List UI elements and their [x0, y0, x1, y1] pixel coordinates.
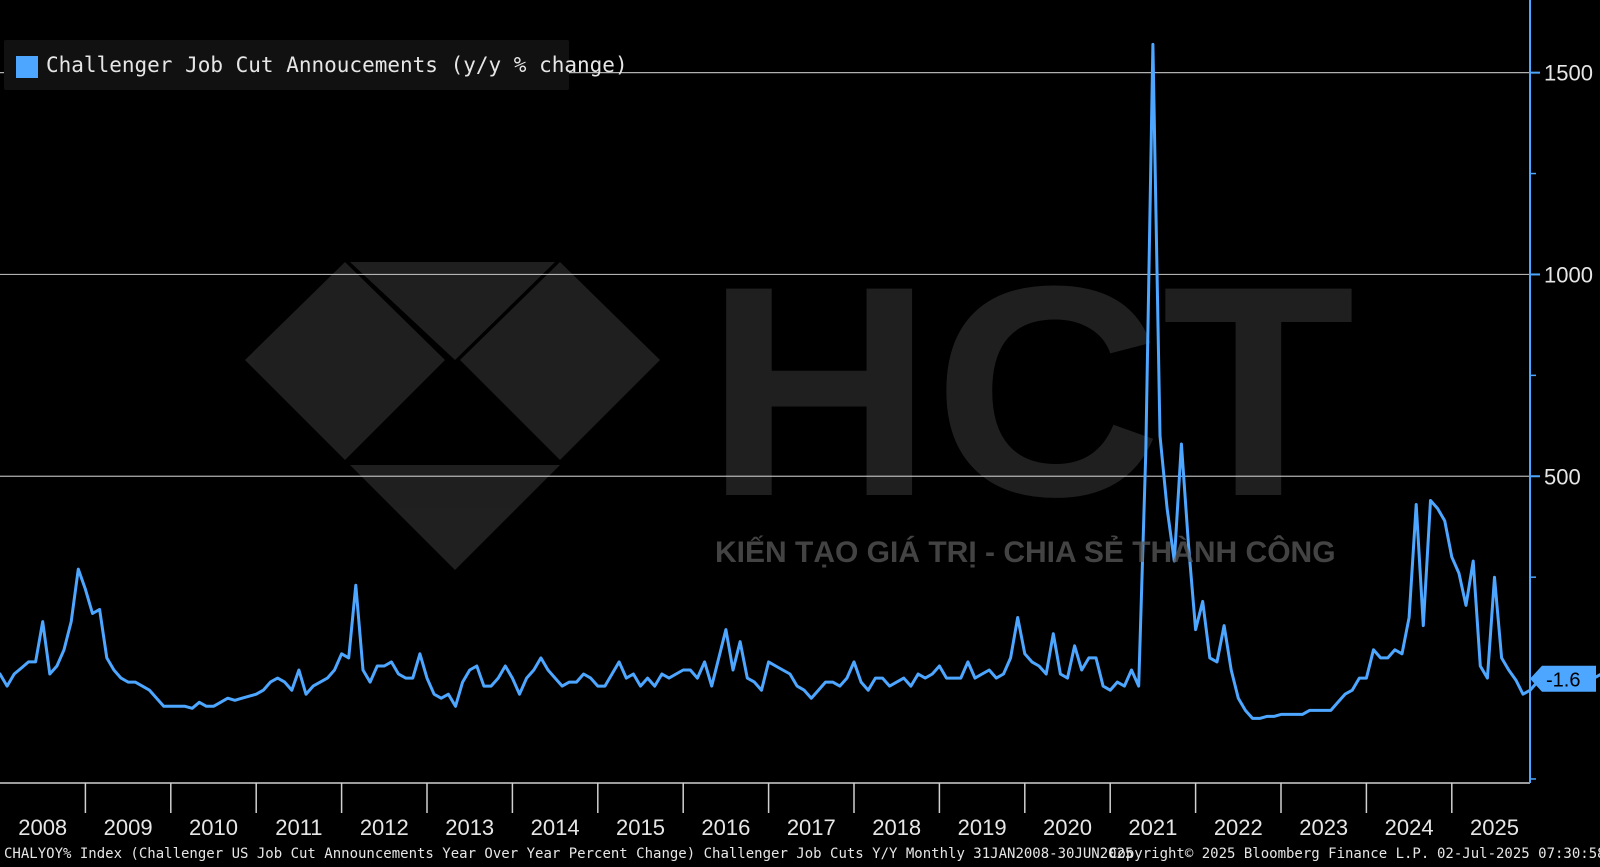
xtick-label-2019: 2019: [958, 815, 1007, 840]
legend-label: Challenger Job Cut Annoucements (y/y % c…: [46, 53, 628, 77]
ytick-label-500: 500: [1544, 464, 1581, 489]
xtick-label-2015: 2015: [616, 815, 665, 840]
footer-description: CHALYOY% Index (Challenger US Job Cut An…: [4, 846, 1134, 862]
xtick-label-2012: 2012: [360, 815, 409, 840]
legend: Challenger Job Cut Annoucements (y/y % c…: [4, 40, 628, 90]
xtick-label-2010: 2010: [189, 815, 238, 840]
xtick-label-2008: 2008: [18, 815, 67, 840]
footer-timestamp: 02-Jul-2025 07:30:58: [1437, 846, 1600, 862]
xtick-label-2016: 2016: [701, 815, 750, 840]
xtick-label-2013: 2013: [445, 815, 494, 840]
legend-swatch: [16, 56, 38, 78]
ytick-label-1500: 1500: [1544, 61, 1593, 86]
ytick-label-1000: 1000: [1544, 262, 1593, 287]
watermark-tagline: KIẾN TẠO GIÁ TRỊ - CHIA SẺ THÀNH CÔNG: [715, 536, 1336, 569]
last-value-badge: [1530, 665, 1596, 692]
xtick-label-2023: 2023: [1299, 815, 1348, 840]
xtick-label-2011: 2011: [275, 815, 322, 840]
last-value-label: -1.6: [1546, 670, 1580, 692]
last-value-marker: -1.6: [1530, 665, 1596, 692]
xtick-label-2014: 2014: [531, 815, 580, 840]
xtick-label-2018: 2018: [872, 815, 921, 840]
y-axis: 1500 1000 500: [1529, 0, 1593, 783]
hct-watermark-logo: HCT: [245, 223, 1355, 570]
xtick-label-2024: 2024: [1385, 815, 1434, 840]
watermark-diamond-left: [245, 262, 445, 460]
watermark-diamond-right: [460, 262, 660, 460]
watermark-diamond-bottom: [350, 465, 560, 570]
xtick-label-2009: 2009: [104, 815, 153, 840]
watermark-diamond-top: [350, 262, 555, 360]
xtick-label-2020: 2020: [1043, 815, 1092, 840]
x-axis: 2008 2009 2010 2011 2012 2013 2014 2015 2016 2017…: [0, 782, 1530, 840]
xtick-label-2017: 2017: [787, 815, 836, 840]
watermark-brand: HCT: [705, 223, 1355, 559]
xtick-label-2022: 2022: [1214, 815, 1263, 840]
xtick-label-2021: 2021: [1128, 815, 1177, 840]
series-layer: [0, 42, 1600, 720]
series-line-0: [0, 42, 1600, 720]
xtick-label-2025: 2025: [1470, 815, 1519, 840]
footer-copyright: Copyright© 2025 Bloomberg Finance L.P.: [1109, 846, 1430, 862]
